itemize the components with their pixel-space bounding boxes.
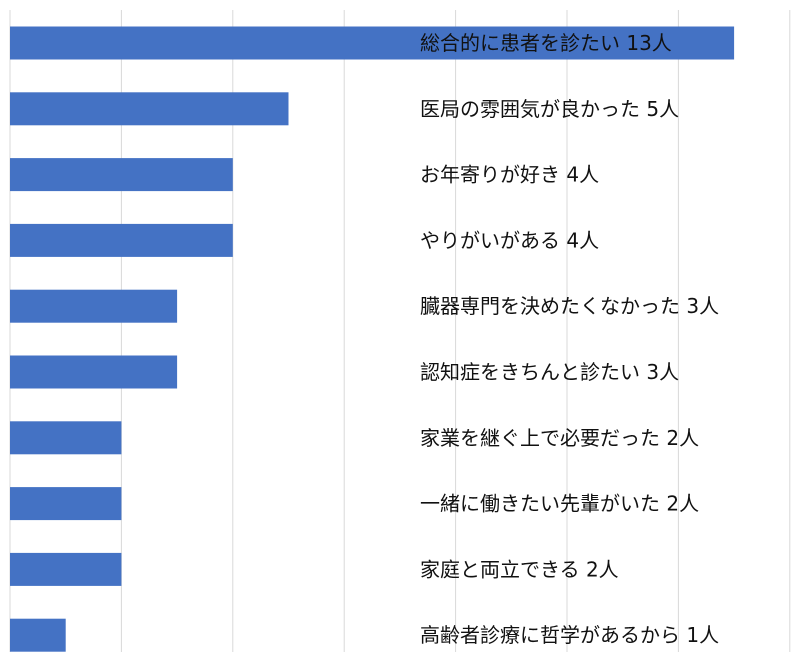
bar [10,26,735,60]
bar [10,223,233,257]
data-label: 高齢者診療に哲学があるから 1人 [420,623,719,647]
bar [10,618,66,652]
data-label: 認知症をきちんと診たい 3人 [420,360,679,384]
bar [10,552,122,586]
data-label: 医局の雰囲気が良かった 5人 [420,97,679,121]
data-label: 家業を継ぐ上で必要だった 2人 [420,426,699,450]
bar [10,487,122,521]
data-label: やりがいがある 4人 [420,228,599,252]
data-label: 臓器専門を決めたくなかった 3人 [420,294,719,318]
data-label: 家庭と両立できる 2人 [420,557,619,581]
bars [10,26,735,652]
bar [10,289,178,323]
bar [10,421,122,455]
data-label: お年寄りが好き 4人 [420,163,599,187]
bar [10,158,233,192]
bar [10,355,178,389]
bar [10,92,289,126]
data-label: 一緒に働きたい先輩がいた 2人 [420,492,699,516]
data-label: 総合的に患者を診たい 13人 [420,31,672,55]
